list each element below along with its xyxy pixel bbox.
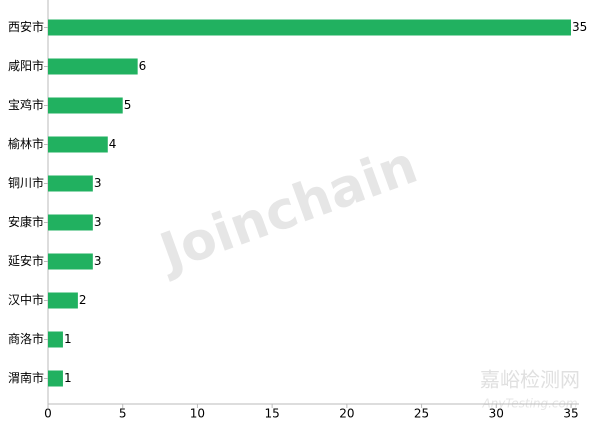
bar: [48, 370, 63, 387]
data-label: 1: [64, 371, 72, 385]
watermark: Joinchain: [150, 135, 425, 284]
bar: [48, 19, 571, 36]
data-label: 3: [94, 254, 102, 268]
data-label: 4: [109, 137, 117, 151]
x-tick-label: 30: [489, 407, 504, 421]
data-label: 35: [572, 20, 587, 34]
y-tick-label: 汉中市: [8, 292, 44, 307]
y-tick-label: 宝鸡市: [8, 97, 44, 112]
bar: [48, 136, 108, 153]
watermark: 嘉峪检测网: [480, 368, 580, 392]
bar: [48, 214, 93, 231]
y-tick-label: 西安市: [8, 19, 44, 34]
x-tick-label: 20: [339, 407, 354, 421]
x-tick-label: 35: [563, 407, 578, 421]
y-tick-label: 商洛市: [8, 331, 44, 346]
x-tick-label: 25: [414, 407, 429, 421]
y-tick-label: 榆林市: [8, 136, 44, 151]
y-tick-label: 渭南市: [8, 370, 44, 385]
bar: [48, 331, 63, 348]
y-tick-label: 咸阳市: [8, 58, 44, 73]
y-tick-label: 安康市: [8, 214, 44, 229]
data-label: 5: [124, 98, 132, 112]
data-label: 1: [64, 332, 72, 346]
data-label: 3: [94, 176, 102, 190]
bar: [48, 292, 78, 309]
x-tick-label: 0: [44, 407, 52, 421]
bar: [48, 175, 93, 192]
data-label: 6: [139, 59, 147, 73]
x-tick-label: 15: [265, 407, 280, 421]
x-tick-label: 10: [190, 407, 205, 421]
bar: [48, 58, 138, 75]
y-tick-label: 延安市: [8, 253, 44, 268]
x-tick-label: 5: [119, 407, 127, 421]
bar: [48, 97, 123, 114]
data-label: 3: [94, 215, 102, 229]
data-label: 2: [79, 293, 87, 307]
bar: [48, 253, 93, 270]
y-tick-label: 铜川市: [8, 175, 44, 190]
